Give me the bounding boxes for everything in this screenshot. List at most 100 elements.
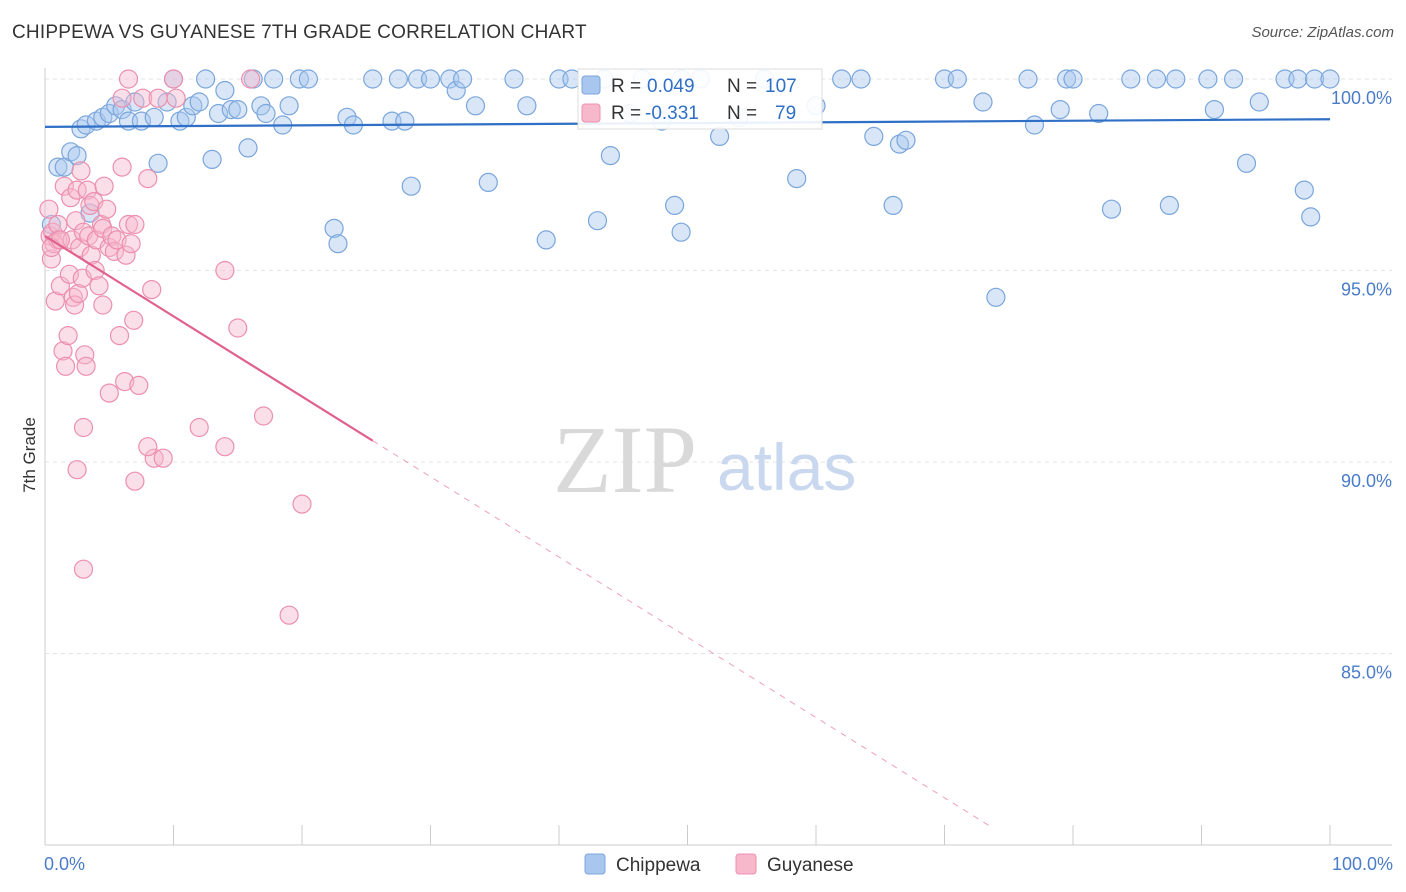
chippewa-point-28 — [221, 99, 241, 120]
chippewa-point-1 — [48, 157, 68, 177]
chippewa-point-30 — [238, 138, 258, 158]
chippewa-point-46 — [395, 111, 415, 131]
guyanese-point-17 — [66, 211, 86, 231]
guyanese-point-18 — [67, 180, 87, 200]
guyanese-point-65 — [125, 471, 145, 491]
guyanese-point-41 — [107, 230, 127, 250]
chippewa-point-60 — [587, 211, 608, 231]
chippewa-point-104 — [1320, 69, 1340, 89]
guyanese-point-68 — [215, 260, 235, 281]
guyanese-point-76 — [48, 214, 68, 235]
chippewa-point-102 — [1301, 207, 1321, 227]
chippewa-point-25 — [202, 149, 222, 169]
chippewa-point-29 — [228, 99, 248, 120]
x-tick-label-1: 100.0% — [1332, 854, 1393, 874]
guyanese-point-62 — [99, 383, 119, 403]
chippewa-point-26 — [208, 103, 229, 124]
guyanese-point-67 — [189, 417, 209, 438]
guyanese-point-16 — [64, 295, 85, 315]
guyanese-point-2 — [41, 249, 62, 269]
chippewa-point-36 — [279, 96, 299, 116]
chippewa-point-51 — [446, 80, 466, 101]
legend-swatch-chippewa — [584, 853, 606, 875]
chippewa-point-55 — [504, 69, 524, 89]
stats-r-value-1: 0.049 — [647, 76, 695, 97]
y-tick-label-1: 95.0% — [1341, 280, 1392, 300]
chippewa-point-96 — [1223, 69, 1244, 89]
guyanese-point-48 — [124, 310, 144, 330]
chippewa-point-5 — [71, 119, 91, 139]
chippewa-point-101 — [1294, 180, 1314, 200]
watermark: ZIP atlas — [553, 406, 856, 513]
chippewa-point-97 — [1236, 153, 1257, 173]
guyanese-point-69 — [215, 437, 235, 457]
stats-legend-box — [577, 68, 823, 130]
chippewa-point-86 — [1056, 69, 1077, 89]
chippewa-point-85 — [1050, 99, 1070, 120]
chippewa-point-81 — [973, 92, 993, 112]
chippewa-points — [41, 69, 1340, 307]
chippewa-point-65 — [664, 195, 685, 215]
stats-n-value-2: 79 — [775, 103, 796, 124]
guyanese-point-45 — [116, 245, 136, 265]
stats-n-label-2: N = — [727, 103, 757, 124]
chippewa-point-4 — [67, 146, 87, 166]
chippewa-point-47 — [401, 176, 421, 196]
guyanese-point-8 — [53, 341, 73, 361]
stats-r-label-1: R = — [611, 76, 641, 97]
chippewa-point-38 — [298, 69, 318, 89]
chippewa-point-41 — [337, 107, 357, 127]
chippewa-point-56 — [517, 96, 537, 116]
guyanese-point-57 — [163, 69, 184, 89]
guyanese-point-46 — [118, 214, 139, 235]
stats-legend-swatch-chippewa — [581, 75, 601, 95]
chippewa-point-16 — [144, 107, 164, 127]
stats-n-label-1: N = — [727, 76, 757, 97]
chippewa-point-10 — [99, 103, 119, 124]
y-tick-label-3: 85.0% — [1341, 663, 1392, 683]
guyanese-point-55 — [148, 88, 168, 108]
legend-label-guyanese: Guyanese — [767, 855, 854, 876]
guyanese-point-60 — [118, 69, 139, 89]
guyanese-point-51 — [133, 88, 153, 108]
chippewa-point-88 — [1089, 103, 1109, 124]
chippewa-point-91 — [1146, 69, 1167, 89]
guyanese-point-66 — [138, 437, 158, 457]
watermark-zip: ZIP — [553, 406, 697, 513]
chippewa-point-68 — [709, 126, 730, 146]
chippewa-point-6 — [76, 115, 96, 135]
chart-source: Source: ZipAtlas.com — [1251, 24, 1394, 41]
guyanese-point-19 — [68, 283, 89, 304]
chippewa-point-95 — [1204, 99, 1225, 120]
stats-r-value-2: -0.331 — [645, 103, 699, 124]
chippewa-point-39 — [324, 218, 344, 238]
chippewa-point-24 — [196, 69, 216, 89]
y-tick-label-2: 90.0% — [1341, 471, 1392, 491]
chippewa-point-33 — [256, 103, 276, 124]
chippewa-point-17 — [148, 153, 168, 173]
legend-label-chippewa: Chippewa — [616, 855, 701, 876]
guyanese-point-31 — [85, 260, 105, 281]
chippewa-point-76 — [883, 195, 903, 215]
chart-title: CHIPPEWA VS GUYANESE 7TH GRADE CORRELATI… — [12, 22, 587, 43]
chippewa-point-71 — [787, 169, 807, 189]
chippewa-point-90 — [1121, 69, 1141, 89]
guyanese-point-36 — [94, 176, 114, 196]
x-tick-label-0: 0.0% — [44, 854, 85, 874]
chippewa-point-66 — [671, 222, 691, 242]
stats-legend-swatch-guyanese — [581, 103, 601, 123]
guyanese-point-25 — [76, 356, 96, 376]
legend-swatch-guyanese — [735, 853, 757, 875]
chippewa-point-75 — [864, 126, 884, 146]
guyanese-point-74 — [241, 69, 261, 89]
guyanese-point-40 — [104, 241, 125, 261]
guyanese-point-5 — [45, 291, 65, 311]
guyanese-point-75 — [73, 417, 94, 438]
chippewa-point-78 — [896, 130, 916, 150]
guyanese-point-33 — [89, 276, 109, 296]
chippewa-point-82 — [986, 287, 1006, 307]
stats-r-label-2: R = — [611, 103, 641, 124]
guyanese-point-59 — [112, 88, 132, 108]
guyanese-trendline-extension — [372, 440, 990, 827]
